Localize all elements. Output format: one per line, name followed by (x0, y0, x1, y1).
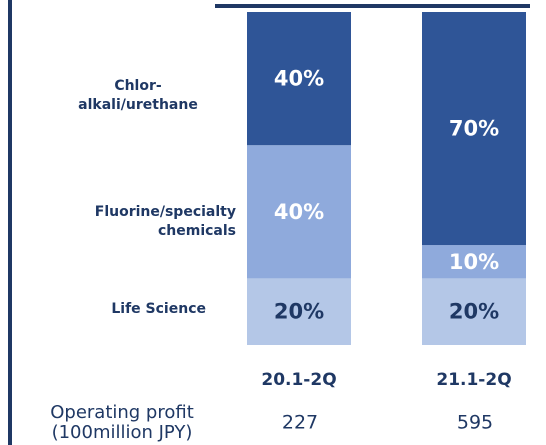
x-tick-label: 21.1-2Q (436, 370, 511, 390)
profit-value: 227 (282, 412, 318, 434)
value-label: 10% (449, 250, 499, 274)
legend-label: Life Science (111, 301, 206, 317)
profit-label: (100million JPY) (52, 422, 193, 443)
value-label: 20% (274, 300, 324, 324)
profit-label: Operating profit (50, 402, 194, 423)
legend-label: Fluorine/specialty chemicals (94, 204, 236, 239)
bar-segment (247, 12, 351, 146)
value-label: 70% (449, 117, 499, 141)
top-border (215, 4, 530, 8)
bar-segment (422, 278, 526, 345)
value-label: 20% (449, 300, 499, 324)
x-tick-label: 20.1-2Q (261, 370, 336, 390)
bar-segment (422, 12, 526, 246)
value-label: 40% (274, 67, 324, 91)
profit-value: 595 (457, 412, 493, 434)
bar-segment (247, 145, 351, 279)
legend-label: Chlor-alkali/urethane (78, 78, 198, 113)
left-border (8, 0, 12, 445)
value-label: 40% (274, 200, 324, 224)
bar-segment (247, 278, 351, 345)
bar-segment (422, 245, 526, 279)
